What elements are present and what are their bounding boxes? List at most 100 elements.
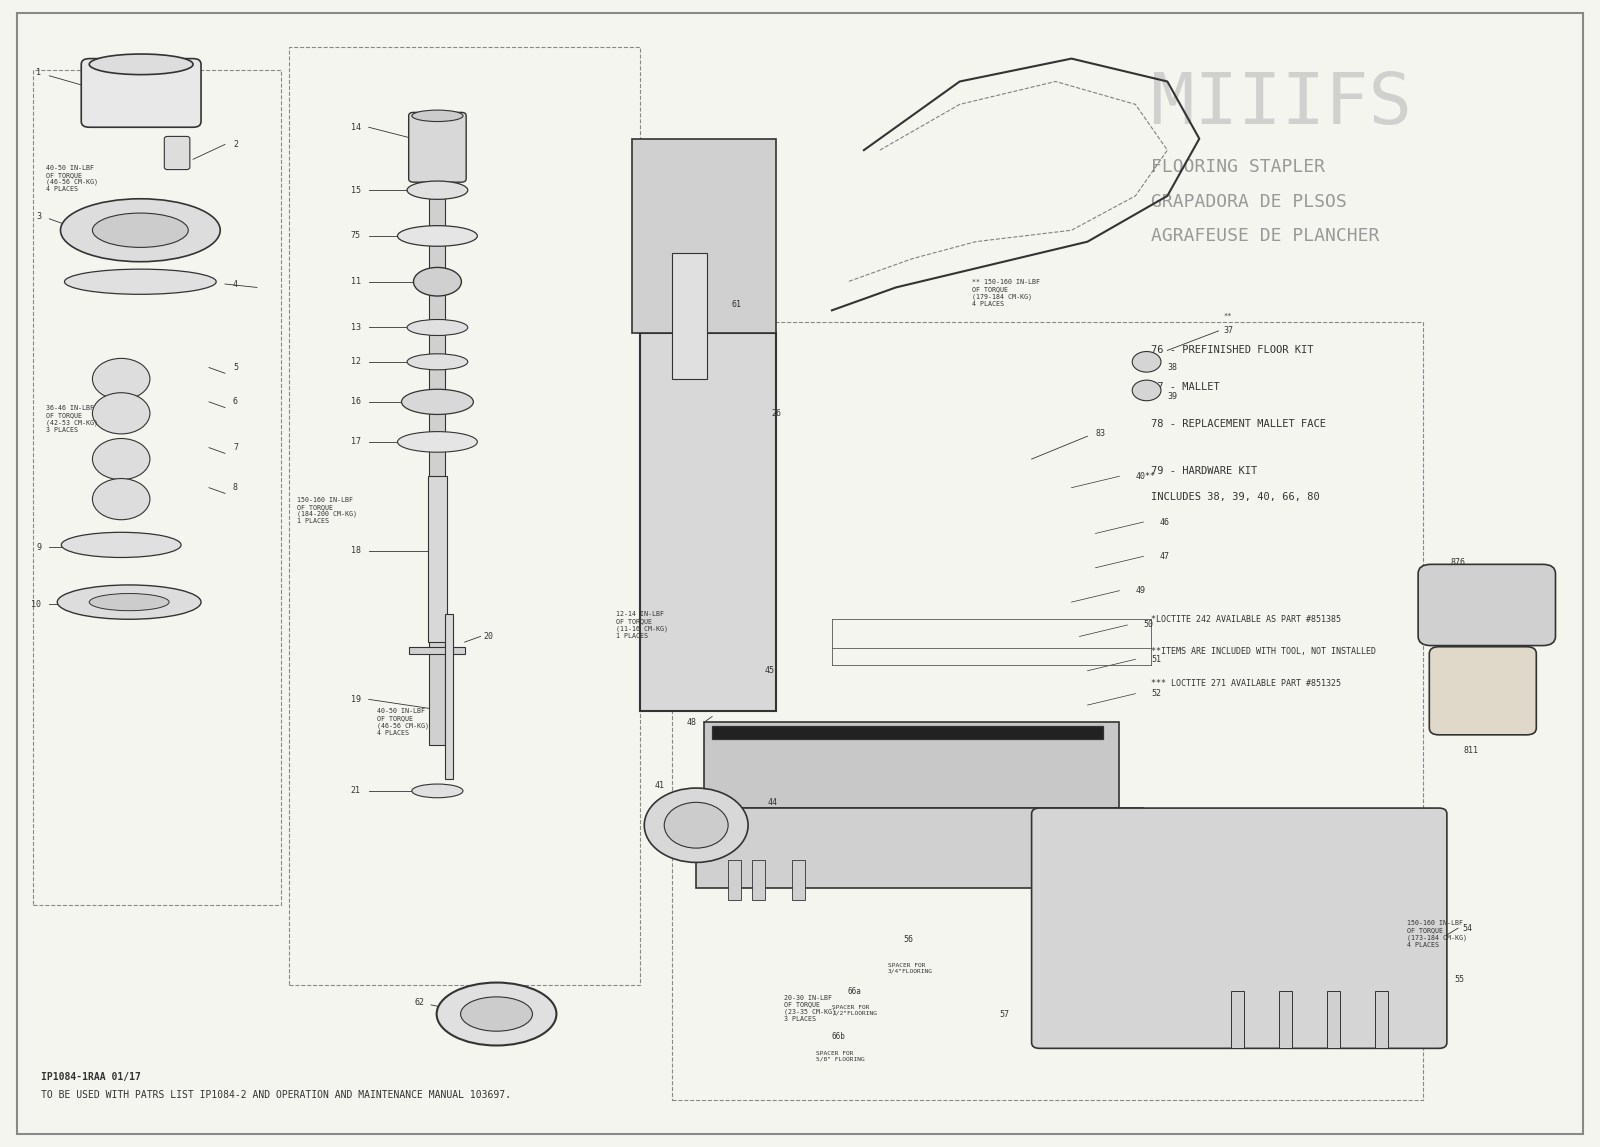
Text: 38: 38 [1168,364,1178,372]
Text: 17: 17 [350,437,360,446]
Text: 26: 26 [771,408,781,418]
Ellipse shape [93,213,189,248]
Ellipse shape [664,803,728,848]
Text: 40**: 40** [1136,471,1155,481]
Text: 150-160 IN-LBF
OF TORQUE
(184-200 CM-KG)
1 PLACES: 150-160 IN-LBF OF TORQUE (184-200 CM-KG)… [298,497,357,524]
Ellipse shape [61,198,221,262]
Text: 37: 37 [1224,327,1234,335]
Text: 47: 47 [1160,552,1170,561]
Text: 42: 42 [646,833,656,841]
Text: 9: 9 [37,543,42,552]
Bar [1326,991,1339,1048]
Ellipse shape [90,593,170,610]
Ellipse shape [397,226,477,247]
Ellipse shape [645,788,749,863]
Text: 83: 83 [1096,429,1106,438]
Text: 7: 7 [234,443,238,452]
Bar [712,726,1104,740]
FancyBboxPatch shape [1418,564,1555,646]
Bar [445,614,453,780]
Ellipse shape [461,997,533,1031]
Text: 75: 75 [350,232,360,241]
Ellipse shape [61,532,181,557]
Text: 11: 11 [350,278,360,287]
Text: 12-14 IN-LBF
OF TORQUE
(11-16 CM-KG)
1 PLACES: 12-14 IN-LBF OF TORQUE (11-16 CM-KG) 1 P… [616,611,669,639]
Text: INCLUDES 38, 39, 40, 66, 80: INCLUDES 38, 39, 40, 66, 80 [1152,492,1320,502]
Bar [792,859,805,899]
Text: AGRAFEUSE DE PLANCHER: AGRAFEUSE DE PLANCHER [1152,227,1379,245]
Text: SPACER FOR
5/8" FLOORING: SPACER FOR 5/8" FLOORING [816,1051,864,1062]
Text: 5: 5 [234,364,238,372]
Ellipse shape [402,389,474,414]
Ellipse shape [58,585,202,619]
FancyBboxPatch shape [408,112,466,182]
Text: 10: 10 [32,600,42,609]
Text: *LOCTITE 242 AVAILABLE AS PART #851385: *LOCTITE 242 AVAILABLE AS PART #851385 [1152,615,1341,624]
Text: **: ** [1224,313,1232,319]
Text: 15: 15 [350,186,360,195]
Text: MIIIFS: MIIIFS [1152,70,1413,139]
Text: IP1084-1RAA 01/17: IP1084-1RAA 01/17 [42,1072,141,1082]
Bar [752,859,765,899]
Text: FLOORING STAPLER: FLOORING STAPLER [1152,158,1325,177]
Text: GRAPADORA DE PLSOS: GRAPADORA DE PLSOS [1152,193,1347,211]
Text: 18: 18 [350,546,360,555]
FancyBboxPatch shape [1032,809,1446,1048]
Ellipse shape [411,110,462,122]
Text: 54: 54 [1462,923,1474,933]
Ellipse shape [406,353,467,369]
Text: 1: 1 [37,68,42,77]
Text: ** 150-160 IN-LBF
OF TORQUE
(179-184 CM-KG)
4 PLACES: ** 150-160 IN-LBF OF TORQUE (179-184 CM-… [973,280,1040,307]
Text: 16: 16 [350,397,360,406]
Bar [34,70,282,905]
Ellipse shape [437,983,557,1046]
Text: 150-160 IN-LBF
OF TORQUE
(173-184 CM-KG)
4 PLACES: 150-160 IN-LBF OF TORQUE (173-184 CM-KG)… [1406,920,1467,947]
Bar [1374,991,1387,1048]
Text: 48: 48 [686,718,696,727]
Text: 2: 2 [234,140,238,149]
FancyBboxPatch shape [165,136,190,170]
Text: 876: 876 [1451,557,1466,567]
Text: **ITEMS ARE INCLUDED WITH TOOL, NOT INSTALLED: **ITEMS ARE INCLUDED WITH TOOL, NOT INST… [1152,647,1376,656]
Circle shape [93,478,150,520]
Text: SPACER FOR
1/2"FLOORING: SPACER FOR 1/2"FLOORING [832,1005,877,1016]
Text: 19: 19 [350,695,360,704]
Bar [728,859,741,899]
Text: 66b: 66b [832,1032,846,1041]
Ellipse shape [397,431,477,452]
Text: 36-46 IN-LBF
OF TORQUE
(42-53 CM-KG)
3 PLACES: 36-46 IN-LBF OF TORQUE (42-53 CM-KG) 3 P… [46,405,98,432]
Ellipse shape [406,181,467,200]
Bar [1278,991,1291,1048]
Text: 21: 21 [350,787,360,795]
Text: 14: 14 [350,123,360,132]
Text: 4: 4 [234,280,238,289]
Text: 41: 41 [654,781,664,789]
Text: 6: 6 [234,397,238,406]
Bar [640,334,776,711]
Ellipse shape [411,785,462,798]
Text: TO BE USED WITH PATRS LIST IP1084-2 AND OPERATION AND MAINTENANCE MANUAL 103697.: TO BE USED WITH PATRS LIST IP1084-2 AND … [42,1091,512,1100]
Bar [290,47,640,985]
Text: 45: 45 [765,666,774,676]
Text: 13: 13 [350,323,360,331]
Text: 57: 57 [1000,1009,1010,1019]
Ellipse shape [1133,380,1162,400]
Bar [672,253,707,379]
Text: 8: 8 [234,483,238,492]
Circle shape [93,438,150,479]
Text: 77 - MALLET: 77 - MALLET [1152,382,1221,392]
Text: 50: 50 [1144,621,1154,630]
Ellipse shape [1133,351,1162,372]
Text: 66a: 66a [848,986,862,996]
Text: 20-30 IN-LBF
OF TORQUE
(23-35 CM-KG)
3 PLACES: 20-30 IN-LBF OF TORQUE (23-35 CM-KG) 3 P… [784,994,837,1022]
Text: 40-50 IN-LBF
OF TORQUE
(46-56 CM-KG)
4 PLACES: 40-50 IN-LBF OF TORQUE (46-56 CM-KG) 4 P… [46,165,98,193]
Bar [632,139,776,334]
Circle shape [93,392,150,434]
Circle shape [93,358,150,399]
Bar [427,476,446,642]
Text: 56: 56 [904,935,914,944]
Text: 44: 44 [768,798,778,806]
Bar [429,185,445,746]
Text: 12: 12 [350,358,360,366]
Text: 40-50 IN-LBF
OF TORQUE
(46-56 CM-KG)
4 PLACES: 40-50 IN-LBF OF TORQUE (46-56 CM-KG) 4 P… [376,709,429,736]
